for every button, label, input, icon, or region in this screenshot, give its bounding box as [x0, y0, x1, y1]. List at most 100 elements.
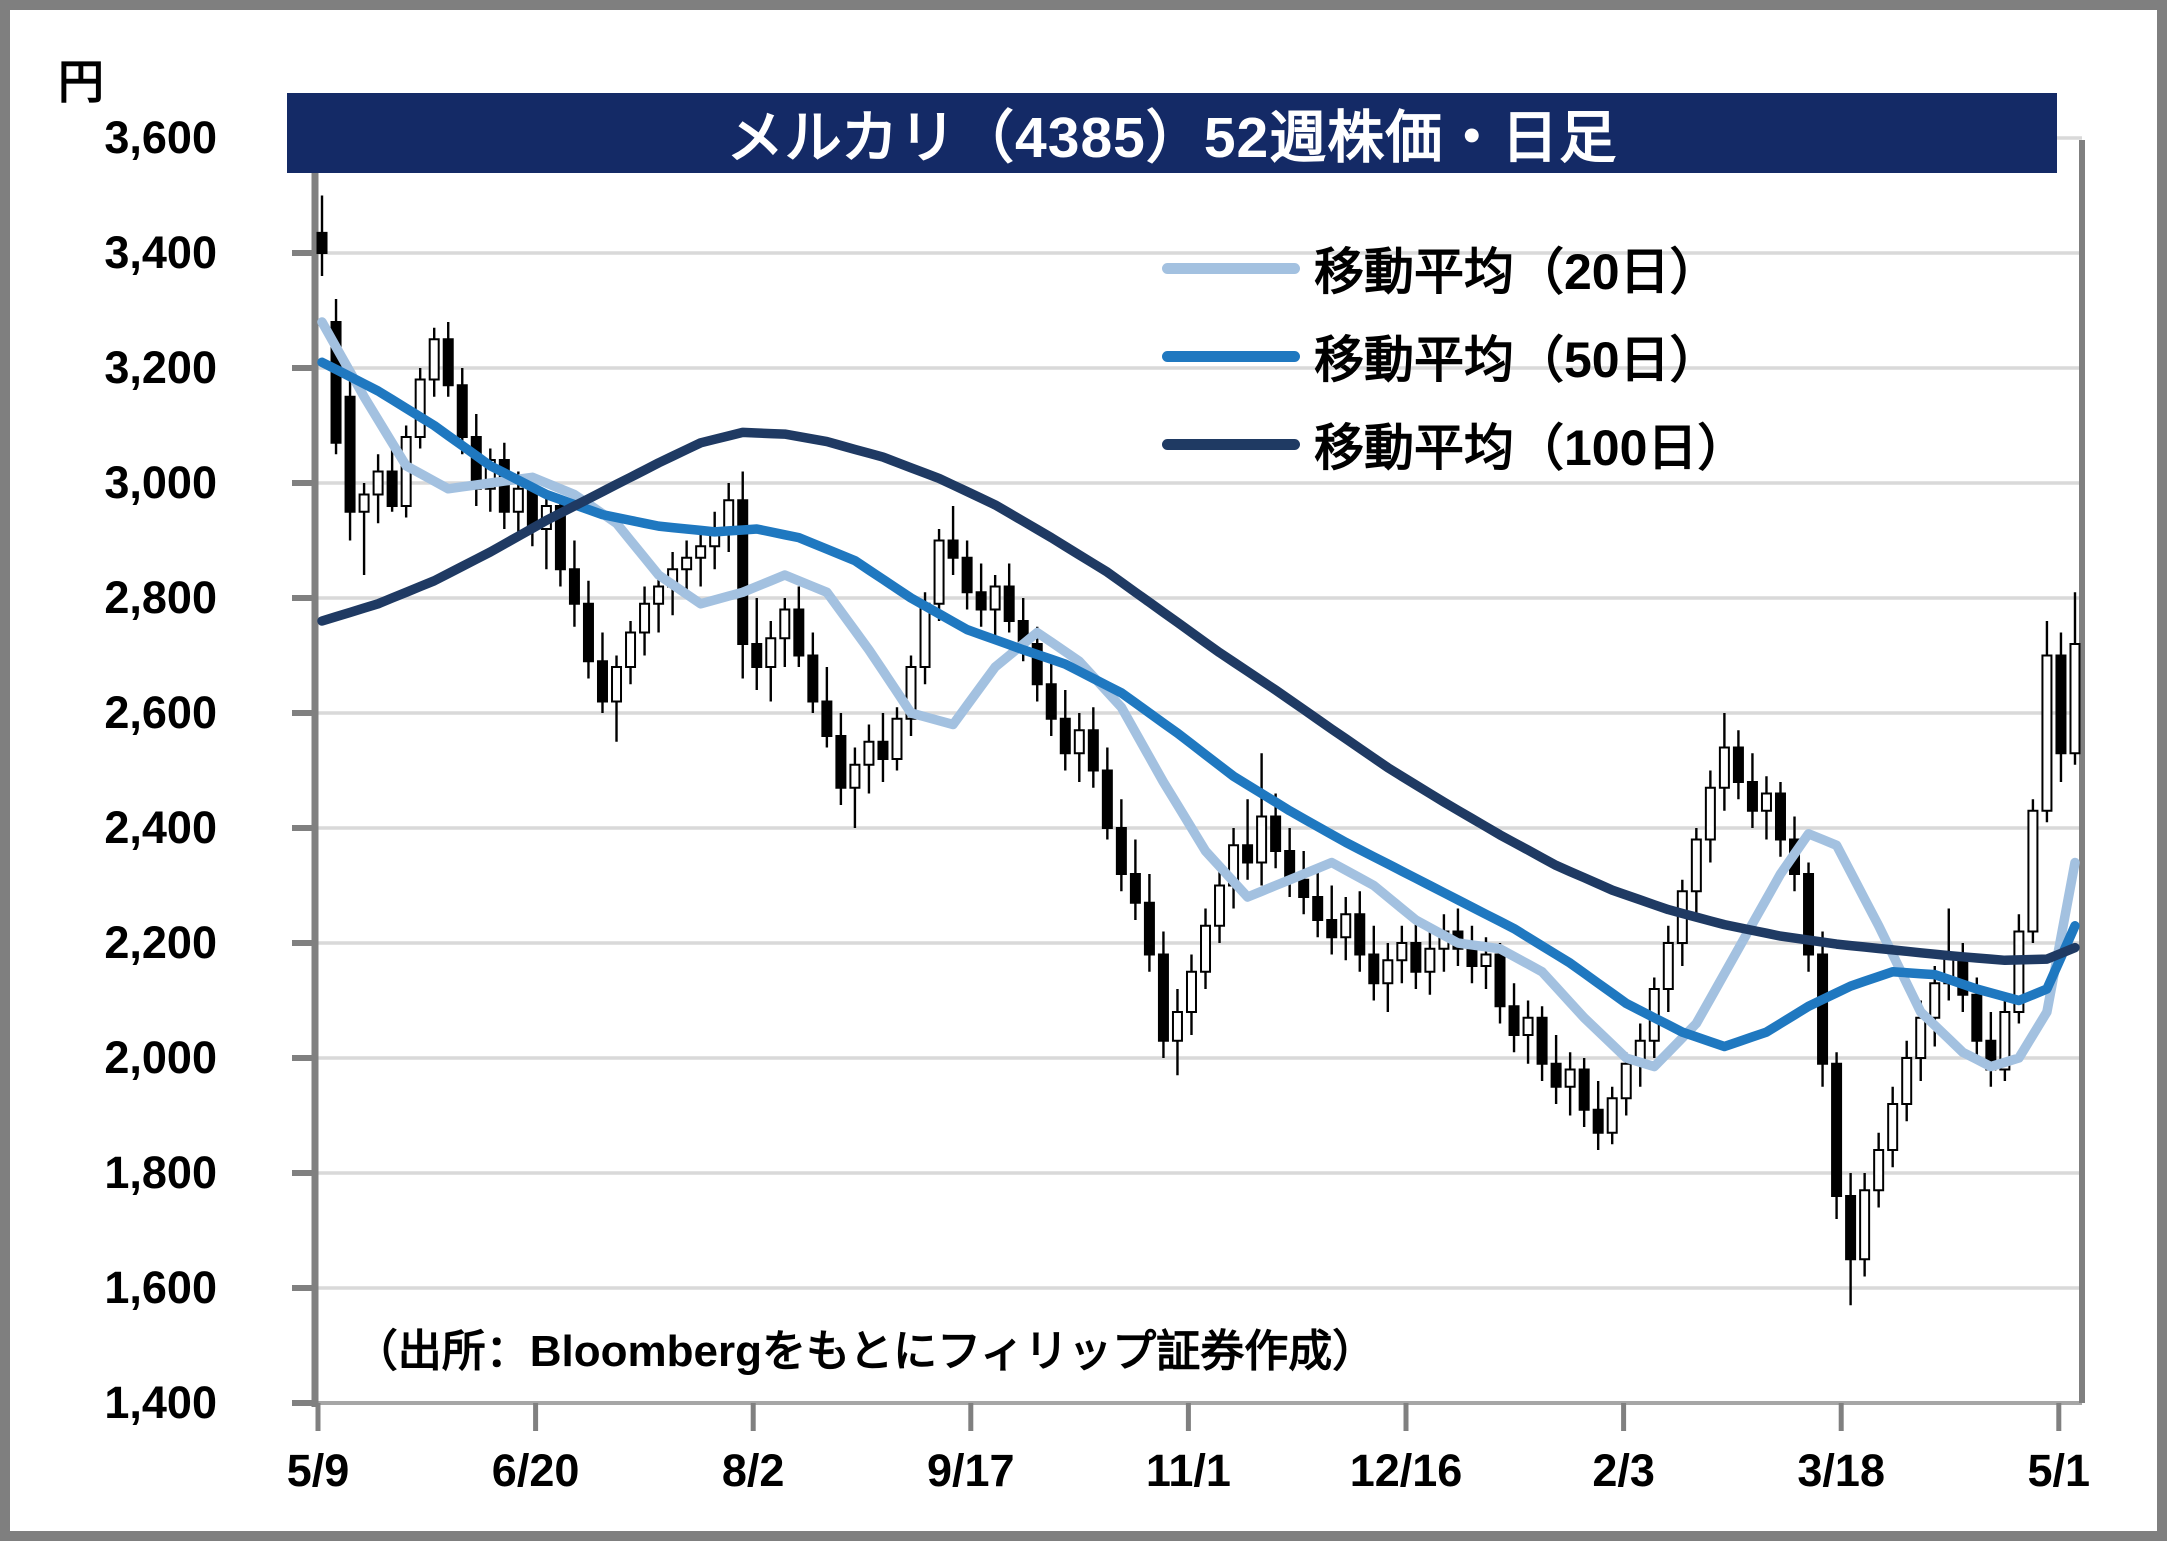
candle-up [428, 338, 440, 381]
candle-up [765, 637, 777, 668]
candle-down [1115, 827, 1127, 875]
x-axis-label: 5/9 [286, 1445, 350, 1496]
candle-up [1901, 1057, 1913, 1105]
candle-down [2055, 654, 2067, 755]
candle-up [1718, 746, 1730, 789]
candle-down [456, 384, 468, 438]
y-axis-label: 3,200 [104, 342, 217, 393]
candle-down [737, 499, 749, 645]
x-axis-label: 3/18 [1797, 1445, 1885, 1496]
legend-item-ma20: 移動平均（20日） [1162, 236, 1720, 300]
candle-up [1662, 942, 1674, 990]
candle-down [1803, 873, 1815, 956]
candle-up [779, 608, 791, 640]
candle-down [1550, 1062, 1562, 1088]
candle-down [1031, 643, 1043, 686]
candle-down [1732, 746, 1744, 783]
candle-up [414, 378, 426, 438]
legend-item-ma50: 移動平均（50日） [1162, 324, 1720, 388]
candle-up [625, 631, 637, 668]
candle-down [1157, 953, 1169, 1042]
candle-down [1045, 683, 1057, 720]
x-axis-label: 5/1 [2027, 1445, 2091, 1496]
candle-down [835, 735, 847, 789]
candle-up [1873, 1149, 1885, 1192]
candle-up [1887, 1103, 1899, 1151]
candle-up [611, 666, 623, 703]
ma100-line-swatch [1162, 438, 1300, 450]
chart-title-bar: メルカリ（4385）52週株価・日足 [287, 93, 2057, 173]
candle-down [316, 231, 328, 254]
y-axis-label: 2,400 [104, 802, 217, 853]
candle-down [1368, 953, 1380, 985]
x-axis-label: 2/3 [1592, 1445, 1655, 1496]
candle-up [723, 499, 735, 530]
y-axis-label: 3,600 [104, 112, 217, 163]
candle-up [989, 585, 1001, 611]
candle-up [1606, 1097, 1618, 1134]
candle-up [1073, 729, 1085, 755]
candle-down [751, 643, 763, 668]
candle-down [1971, 993, 1983, 1042]
ma50-line-swatch [1162, 350, 1300, 362]
candle-down [582, 602, 594, 663]
candle-down [961, 556, 973, 594]
candle-up [372, 470, 384, 496]
ma-line-100 [317, 427, 2080, 966]
candle-up [1200, 924, 1212, 973]
candle-down [1831, 1062, 1843, 1197]
candle-down [1845, 1195, 1857, 1261]
candle-down [442, 338, 454, 387]
candle-up [1690, 838, 1702, 893]
candle-up [1929, 982, 1941, 1019]
legend-label-ma20: 移動平均（20日） [1314, 244, 1720, 300]
y-axis-label: 1,600 [104, 1262, 217, 1313]
candle-down [807, 654, 819, 703]
y-axis-label: 3,400 [104, 227, 217, 278]
y-axis-label: 1,400 [104, 1377, 217, 1428]
candle-down [1298, 878, 1310, 898]
candle-down [1410, 942, 1422, 973]
candle-down [554, 505, 566, 571]
y-axis-label: 2,600 [104, 687, 217, 738]
price-chart-canvas [292, 135, 2085, 1431]
legend-label-ma50: 移動平均（50日） [1314, 332, 1720, 388]
candle-up [512, 487, 524, 513]
source-note: （出所：Bloombergをもとにフィリップ証券作成） [353, 1327, 1377, 1376]
candle-up [1382, 959, 1394, 985]
candle-up [1704, 786, 1716, 841]
chart-title: メルカリ（4385）52週株価・日足 [726, 106, 1618, 170]
candle-up [1620, 1062, 1632, 1100]
candle-down [1270, 815, 1282, 852]
candle-down [1466, 947, 1478, 967]
x-axis-label: 12/16 [1349, 1445, 1463, 1496]
candle-down [1143, 901, 1155, 956]
candle-down [344, 395, 356, 513]
candle-down [1242, 844, 1254, 864]
candle-down [596, 660, 608, 703]
candle-up [2041, 654, 2053, 812]
candle-down [821, 700, 833, 737]
candle-down [1578, 1068, 1590, 1111]
candle-up [639, 602, 651, 634]
candle-down [1003, 585, 1015, 622]
x-axis-label: 8/2 [721, 1445, 785, 1496]
candle-down [1746, 781, 1758, 812]
candle-up [1214, 884, 1226, 927]
candle-up [2013, 930, 2025, 1013]
candle-up [919, 602, 931, 668]
x-axis-label: 6/20 [491, 1445, 580, 1496]
candle-down [877, 740, 889, 760]
ma20-line-swatch [1162, 262, 1300, 274]
candle-up [1480, 953, 1492, 967]
candle-down [1059, 717, 1071, 755]
candle-up [849, 763, 861, 789]
candle-up [933, 539, 945, 605]
candle-down [386, 470, 398, 507]
candle-up [1171, 1011, 1183, 1042]
candle-down [1508, 1005, 1520, 1036]
candle-down [1326, 919, 1338, 939]
candle-up [863, 740, 875, 766]
y-axis-label: 1,800 [104, 1147, 217, 1198]
